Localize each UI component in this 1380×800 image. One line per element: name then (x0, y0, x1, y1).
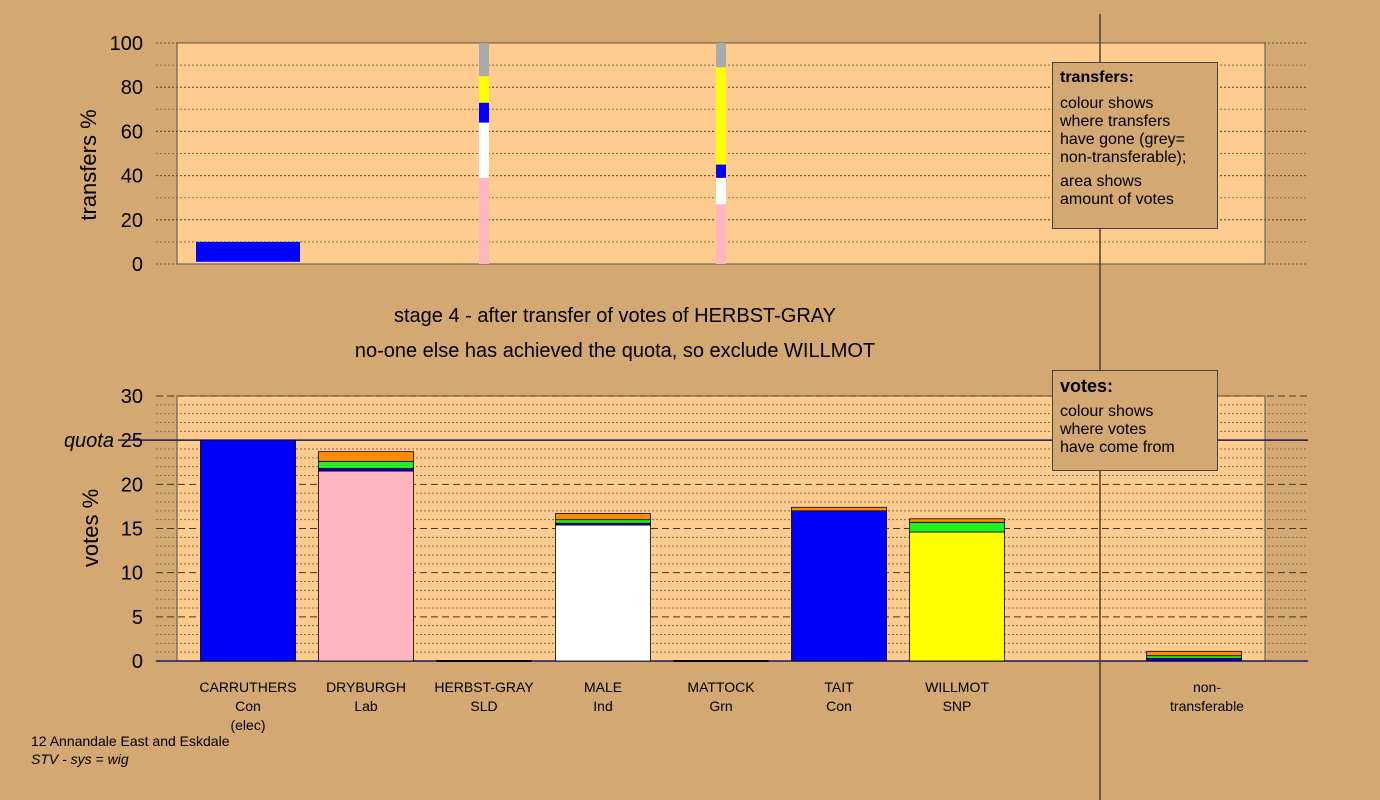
vote-segment (909, 518, 1005, 523)
vote-segment (318, 460, 414, 469)
transfer-segment (479, 102, 489, 123)
transfer-segment (479, 76, 489, 103)
transfer-segment (479, 122, 489, 178)
candidate-label: HERBST-GRAY SLD (424, 678, 544, 716)
transfers-tick-label: 60 (121, 121, 143, 143)
votes-legend-line: have come from (1060, 439, 1175, 456)
transfer-segment (196, 241, 300, 262)
vote-segment (1146, 650, 1242, 657)
candidate-name: DRYBURGH (326, 679, 406, 695)
transfers-tick-label: 80 (121, 77, 143, 99)
transfers-legend-title: transfers: (1060, 69, 1134, 86)
votes-tick-label: 15 (121, 519, 143, 541)
transfer-segment (716, 67, 726, 165)
transfer-segment (479, 177, 489, 264)
candidate-name: WILLMOT (925, 679, 989, 695)
candidate-party: Con (826, 698, 852, 714)
transfer-segment (479, 43, 489, 77)
candidate-party: Con (235, 698, 261, 714)
transfer-segment (716, 164, 726, 178)
candidate-name: MALE (583, 679, 623, 695)
vote-segment (318, 470, 414, 662)
candidate-party: Ind (593, 698, 613, 714)
vote-segment (555, 519, 651, 524)
transfers-legend-line: non-transferable); (1060, 149, 1187, 166)
nontransferable-label: non- transferable (1147, 678, 1267, 716)
candidate-label: DRYBURGH Lab (306, 678, 426, 716)
votes-legend-line: where votes (1060, 421, 1147, 438)
vote-segment (909, 521, 1005, 533)
candidate-label: MATTOCK Grn (661, 678, 781, 716)
vote-segment (555, 513, 651, 521)
transfer-segment (716, 204, 726, 264)
votes-tick-label: 0 (132, 651, 143, 673)
vote-segment (791, 510, 887, 662)
candidate-party: Lab (354, 698, 378, 714)
candidate-note: (elec) (230, 717, 266, 733)
candidate-label: WILLMOT SNP (897, 678, 1017, 716)
votes-legend-line: colour shows (1060, 403, 1154, 420)
quota-label: quota (64, 430, 114, 452)
vote-segment (200, 439, 296, 662)
stage-subtitle: no-one else has achieved the quota, so e… (354, 340, 876, 362)
transfers-legend-line: area shows (1060, 173, 1142, 190)
vote-segment (318, 451, 414, 462)
transfers-legend-line: colour shows (1060, 95, 1154, 112)
transfer-segment (716, 177, 726, 205)
candidate-name: MATTOCK (687, 679, 755, 695)
vote-segment (791, 506, 887, 512)
votes-legend: votes: colour shows where votes have com… (1052, 370, 1218, 471)
transfer-segment (716, 43, 726, 68)
transfers-legend-para1: colour shows where transfers have gone (… (1060, 95, 1210, 167)
transfers-legend-line: where transfers (1060, 113, 1171, 130)
transfers-axis-label: transfers % (76, 109, 101, 220)
candidate-party: SLD (470, 698, 498, 714)
votes-tick-label: 10 (121, 563, 143, 585)
candidate-name: TAIT (824, 679, 854, 695)
votes-tick-label: 5 (132, 607, 143, 629)
transfers-legend-line: have gone (grey= (1060, 131, 1185, 148)
transfers-legend-para2: area shows amount of votes (1060, 173, 1210, 209)
candidate-name: CARRUTHERS (199, 679, 297, 695)
candidate-name: HERBST-GRAY (434, 679, 534, 695)
votes-axis-label: votes % (78, 489, 103, 567)
votes-tick-label: 25 (121, 430, 143, 452)
votes-tick-label: 20 (121, 474, 143, 496)
transfers-marks (196, 43, 726, 264)
candidate-party: SNP (942, 698, 972, 714)
nontransferable-label-line: non- (1192, 679, 1222, 695)
candidate-label: CARRUTHERS Con (elec) (188, 678, 308, 735)
vote-segment (555, 524, 651, 662)
voting-system: STV - sys = wig (31, 751, 129, 767)
votes-tick-label: 30 (121, 386, 143, 408)
transfers-legend: transfers: colour shows where transfers … (1052, 62, 1218, 229)
transfers-tick-label: 20 (121, 210, 143, 232)
votes-legend-title: votes: (1060, 376, 1114, 396)
stage-title: stage 4 - after transfer of votes of HER… (393, 305, 837, 327)
vote-segment (909, 531, 1005, 662)
nontransferable-label-line: transferable (1170, 698, 1244, 714)
transfers-tick-label: 100 (110, 33, 143, 55)
transfers-tick-label: 0 (132, 254, 143, 276)
candidate-party: Grn (709, 698, 733, 714)
ward-name: 12 Annandale East and Eskdale (31, 733, 230, 749)
transfers-legend-line: amount of votes (1060, 191, 1174, 208)
candidate-label: TAIT Con (779, 678, 899, 716)
transfers-tick-label: 40 (121, 166, 143, 188)
candidate-label: MALE Ind (543, 678, 663, 716)
votes-marks (200, 439, 1242, 662)
